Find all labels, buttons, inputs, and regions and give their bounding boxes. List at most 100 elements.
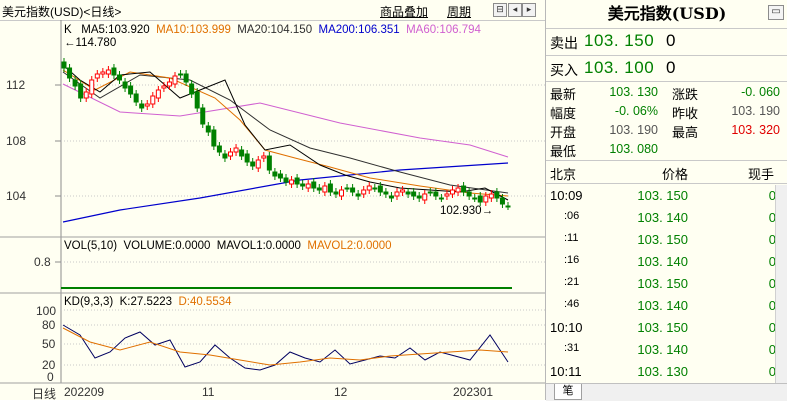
ma200-legend: MA200:106.351 bbox=[318, 24, 400, 36]
tick-header-place: 北京 bbox=[550, 167, 577, 182]
arrow-right-icon[interactable]: ▸ bbox=[522, 3, 536, 17]
stat-low-value: 103. 080 bbox=[609, 142, 658, 156]
tick-time: :11 bbox=[564, 232, 579, 244]
quote-panel: 美元指数(USD) ▭ 卖出 103. 150 0 买入 103. 100 0 … bbox=[545, 0, 787, 401]
candle-body bbox=[105, 69, 111, 75]
tab-bar: 笔 bbox=[546, 383, 787, 401]
candle-body bbox=[255, 159, 261, 169]
candle-body bbox=[339, 189, 344, 197]
kd-label: KD(9,3,3) bbox=[64, 296, 114, 308]
candle-body bbox=[194, 91, 200, 109]
candle-body bbox=[499, 197, 505, 205]
ma-legend: K MA5:103.920 MA10:103.999 MA20:104.150 … bbox=[64, 24, 481, 36]
candle-body bbox=[228, 151, 233, 157]
candle-body bbox=[244, 153, 250, 163]
ma5-legend: MA5:103.920 bbox=[81, 24, 150, 36]
chart-area[interactable]: 美元指数(USD)<日线> 商品叠加 周期 ⊟ ◂ ▸ bbox=[0, 0, 545, 401]
period-link[interactable]: 周期 bbox=[447, 5, 472, 19]
candle-body bbox=[122, 81, 128, 89]
candle-body bbox=[444, 193, 450, 197]
close-icon[interactable]: ▭ bbox=[768, 5, 784, 20]
tick-scrollbar[interactable] bbox=[775, 185, 787, 383]
tick-price: 103. 140 bbox=[637, 254, 688, 269]
tick-row: 10:11 103. 130 0 bbox=[546, 361, 787, 383]
candle-body bbox=[461, 185, 467, 193]
price-chart-svg bbox=[0, 20, 545, 384]
arrow-left-icon[interactable]: ◂ bbox=[508, 3, 522, 17]
tick-time: :16 bbox=[564, 254, 580, 266]
candle-body bbox=[333, 191, 339, 195]
high-marker: ←114.780 bbox=[64, 37, 117, 49]
candle-body bbox=[89, 79, 95, 95]
ma10-legend: MA10:103.999 bbox=[156, 24, 231, 36]
x-tick-11: 11 bbox=[202, 385, 215, 399]
candle-body bbox=[155, 89, 161, 99]
kd-legend: KD(9,3,3) K:27.5223 D:40.5534 bbox=[64, 296, 232, 308]
candle-body bbox=[366, 185, 372, 191]
sell-label: 卖出 bbox=[550, 35, 578, 51]
tick-row: :06 103. 140 0 bbox=[546, 207, 787, 229]
tick-vol: 0 bbox=[768, 254, 776, 269]
mavol2-value: MAVOL2:0.0000 bbox=[307, 240, 392, 252]
candle-body bbox=[377, 185, 383, 193]
kd-tick-0: 0 bbox=[47, 370, 54, 384]
candle-body bbox=[161, 85, 167, 89]
stat-low-label: 最低 bbox=[550, 144, 577, 159]
candle-body bbox=[505, 205, 511, 208]
candle-body bbox=[205, 125, 211, 133]
candle-body bbox=[61, 61, 67, 69]
candle-body bbox=[327, 183, 333, 193]
high-value: 114.780 bbox=[75, 37, 117, 49]
tick-time: 10:11 bbox=[550, 364, 582, 379]
tick-time: 10:10 bbox=[550, 320, 583, 335]
vol-label: VOL(5,10) bbox=[64, 240, 118, 252]
candle-body bbox=[216, 145, 222, 153]
x-tick-202209: 202209 bbox=[64, 385, 105, 399]
candle-body bbox=[250, 161, 256, 167]
stat-range-value: -0. 06% bbox=[614, 104, 658, 118]
candle-body bbox=[266, 155, 272, 171]
kd-tick-20: 20 bbox=[42, 358, 56, 372]
stat-prevclose-value: 103. 190 bbox=[731, 104, 780, 118]
quote-title: 美元指数(USD) bbox=[546, 0, 787, 29]
candle-body bbox=[416, 195, 422, 199]
candle-body bbox=[144, 103, 150, 107]
candle-body bbox=[222, 153, 228, 159]
buy-volume: 0 bbox=[666, 58, 676, 77]
stat-high-label: 最高 bbox=[672, 125, 699, 140]
tick-price: 103. 150 bbox=[637, 188, 688, 203]
ma20-legend: MA20:104.150 bbox=[237, 24, 313, 36]
y-tick-104: 104 bbox=[6, 189, 27, 203]
vol-legend: VOL(5,10) VOLUME:0.0000 MAVOL1:0.0000 MA… bbox=[64, 240, 392, 252]
tick-row: 10:10 103. 150 0 bbox=[546, 317, 787, 339]
candle-body bbox=[78, 83, 84, 99]
candle-body bbox=[67, 67, 73, 79]
tick-header-price: 价格 bbox=[662, 167, 689, 182]
candle-body bbox=[305, 183, 311, 189]
tick-row: :16 103. 140 0 bbox=[546, 251, 787, 273]
tab-ticks[interactable]: 笔 bbox=[554, 384, 582, 400]
candle-body bbox=[494, 191, 500, 199]
candle-body bbox=[427, 191, 433, 194]
stat-high-value: 103. 320 bbox=[731, 123, 780, 137]
overlay-link[interactable]: 商品叠加 bbox=[380, 5, 429, 19]
tick-time: :21 bbox=[564, 276, 580, 288]
tick-time: 10:09 bbox=[550, 188, 583, 203]
candle-body bbox=[394, 191, 400, 197]
x-tick-202301: 202301 bbox=[453, 385, 494, 399]
candle-body bbox=[189, 83, 195, 95]
candle-body bbox=[100, 71, 106, 75]
buy-price: 103. 100 bbox=[584, 58, 655, 77]
candle-body bbox=[172, 75, 178, 85]
stat-prevclose-label: 昨收 bbox=[672, 106, 699, 121]
zoom-out-icon[interactable]: ⊟ bbox=[493, 3, 507, 17]
tick-row: :46 103. 140 0 bbox=[546, 295, 787, 317]
k-value: K:27.5223 bbox=[119, 296, 173, 308]
candle-body bbox=[422, 193, 428, 201]
candle-body bbox=[466, 191, 472, 197]
candle-body bbox=[133, 93, 139, 103]
stat-range-label: 幅度 bbox=[550, 106, 577, 121]
stat-change-label: 涨跌 bbox=[672, 87, 699, 102]
stat-latest-label: 最新 bbox=[550, 87, 577, 102]
buy-label: 买入 bbox=[550, 62, 578, 78]
